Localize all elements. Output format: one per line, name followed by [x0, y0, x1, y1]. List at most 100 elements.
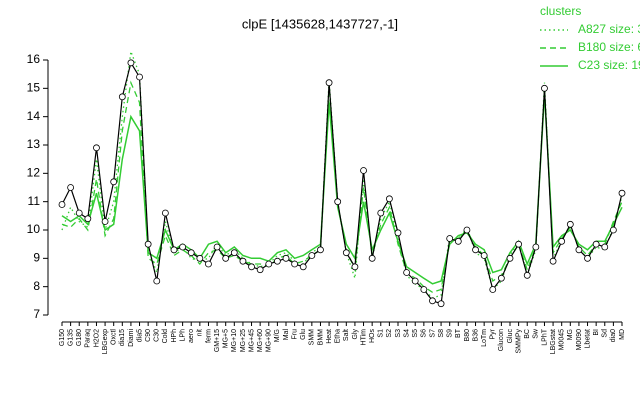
x-tick-label: Lbetat: [584, 329, 591, 349]
x-tick-label: LBGexp: [102, 329, 109, 354]
cluster-line: [61, 93, 623, 285]
x-tick-label: S2: [386, 329, 393, 338]
profile-point: [377, 209, 385, 217]
cluster-line: [61, 51, 623, 299]
x-tick-label: HOs: [369, 329, 376, 344]
profile-line: [61, 61, 623, 305]
profile-point: [601, 243, 609, 251]
x-tick-label: MG+25: [240, 329, 247, 352]
x-tick-label: BI: [593, 329, 600, 336]
x-tick-label: Fru: [291, 329, 298, 340]
profile-point: [75, 209, 83, 217]
x-tick-label: B36: [472, 329, 479, 342]
x-tick-label: HPh: [171, 329, 178, 343]
profile-point: [437, 300, 445, 308]
profile-point: [127, 59, 135, 67]
x-tick-label: Cold: [162, 329, 169, 344]
profile-point: [342, 249, 350, 257]
profile-point: [308, 252, 316, 259]
chart-title: clpE [1435628,1437727,-1]: [242, 16, 398, 31]
profile-point: [299, 263, 307, 271]
x-tick-label: Oxctl: [111, 329, 118, 345]
x-tick-label: LPhT: [541, 328, 548, 345]
x-tick-label: S6: [421, 329, 428, 338]
x-tick-label: Etha: [335, 329, 342, 344]
profile-point: [515, 240, 523, 248]
x-tick-label: dia15: [119, 329, 126, 346]
x-tick-label: G135: [67, 329, 74, 346]
profile-point: [282, 254, 290, 262]
profile-point: [497, 274, 505, 282]
profile-point: [489, 286, 497, 293]
x-tick-label: Paraq: [85, 329, 92, 348]
profile-point: [368, 254, 376, 262]
profile-point: [566, 220, 574, 228]
profile-point: [411, 277, 419, 285]
profile-point: [93, 144, 100, 152]
profile-point: [230, 249, 238, 257]
x-tick-label: M/G: [274, 329, 281, 342]
x-tick-label: Glucon: [498, 329, 505, 351]
profile-point: [394, 229, 402, 237]
x-tick-label: MG+10: [231, 329, 238, 352]
x-tick-label: MG: [567, 329, 574, 340]
profile-point: [161, 209, 169, 217]
profile-point: [239, 257, 247, 265]
x-tick-label: HTim: [360, 329, 367, 346]
profile-point: [222, 254, 230, 262]
profile-point: [136, 73, 143, 81]
profile-point: [360, 167, 367, 174]
x-tick-label: MG+5: [223, 329, 230, 348]
profile-point: [454, 237, 462, 245]
x-tick-label: B80: [464, 329, 471, 342]
x-tick-label: MD: [619, 329, 626, 340]
x-tick-label: MG+90: [266, 329, 273, 352]
x-tick-label: Sd: [602, 329, 609, 338]
x-tick-label: LoTm: [481, 329, 488, 347]
x-tick-label: MG+45: [248, 329, 255, 352]
cluster-line: [61, 80, 623, 294]
x-tick-label: S4: [403, 329, 410, 338]
legend-title: clusters: [540, 4, 581, 18]
profile-point: [351, 263, 359, 271]
x-tick-label: S7: [429, 329, 436, 338]
x-tick-label: nit: [197, 329, 204, 336]
x-tick-label: Glu: [300, 329, 307, 340]
legend-label: B180 size: 6: [578, 40, 640, 54]
x-tick-label: LBGstat: [550, 329, 557, 354]
profile-point: [325, 79, 333, 87]
y-tick-label: 12: [27, 166, 41, 180]
profile-point: [532, 243, 540, 251]
x-tick-label: BT: [455, 328, 462, 338]
profile-point: [256, 266, 264, 274]
x-tick-label: G150: [59, 329, 66, 346]
profile-point: [291, 260, 299, 268]
profile-point: [385, 195, 393, 203]
x-tick-label: Pyr: [490, 328, 497, 339]
profile-point: [153, 277, 161, 285]
x-tick-label: BMM: [317, 329, 324, 346]
profile-point: [58, 201, 66, 208]
profile-point: [265, 260, 273, 268]
y-tick-label: 7: [33, 307, 40, 321]
profile-point: [618, 189, 626, 197]
profile-point: [317, 246, 324, 254]
profile-point: [523, 271, 531, 279]
profile-point: [592, 240, 600, 248]
x-tick-label: BC: [524, 329, 531, 339]
profile-point: [558, 237, 566, 245]
x-tick-label: S5: [412, 329, 419, 338]
x-tick-label: aero: [188, 329, 195, 343]
profile-point: [187, 249, 195, 257]
profile-point: [196, 254, 204, 262]
x-tick-label: M0090: [576, 329, 583, 351]
x-tick-label: S9: [447, 329, 454, 338]
profile-point: [110, 178, 118, 186]
profile-point: [420, 286, 428, 293]
profile-point: [213, 243, 221, 251]
x-tick-label: M0045: [559, 329, 566, 351]
x-tick-label: ferm: [205, 329, 212, 343]
profile-point: [549, 257, 557, 265]
y-tick-label: 16: [27, 52, 41, 66]
profile-point: [170, 246, 178, 254]
